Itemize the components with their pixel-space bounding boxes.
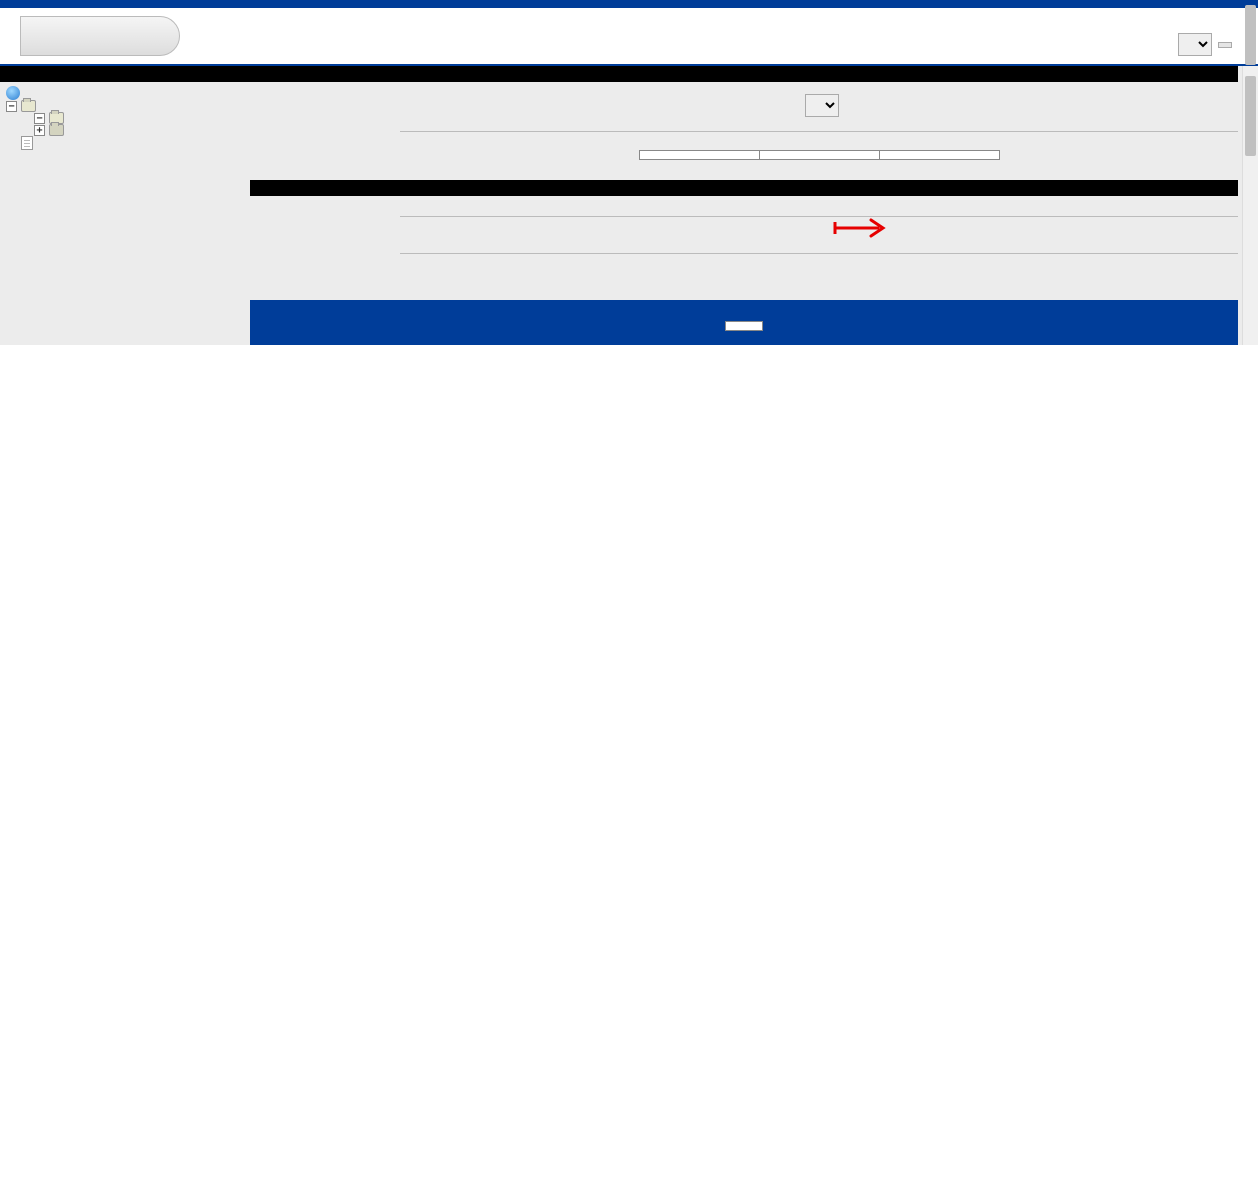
- folder-icon: [49, 124, 64, 136]
- logo: [20, 16, 180, 56]
- scroll-thumb[interactable]: [1245, 5, 1256, 65]
- col-index: [639, 151, 759, 160]
- doc-icon: [21, 136, 33, 150]
- col-mask: [879, 151, 999, 160]
- sidebar-title: [0, 66, 250, 82]
- collapse-icon[interactable]: −: [6, 101, 17, 112]
- ip-table: [639, 150, 1000, 160]
- tree-utilities[interactable]: −: [6, 112, 250, 124]
- divider: [400, 216, 1238, 217]
- divider: [400, 131, 1238, 132]
- top-bar: [0, 0, 1258, 8]
- scrollbar[interactable]: [1242, 66, 1258, 345]
- language-select[interactable]: [1178, 33, 1212, 56]
- apply-button[interactable]: [725, 321, 763, 331]
- tree-maintenance[interactable]: −: [6, 100, 250, 112]
- tree-logs[interactable]: +: [6, 124, 250, 136]
- content-area: [250, 66, 1258, 345]
- apply-bar: [250, 300, 1238, 345]
- nav-tree: − − +: [0, 82, 250, 170]
- tree-device[interactable]: [6, 86, 250, 100]
- globe-icon: [6, 86, 20, 100]
- acl-status-select[interactable]: [805, 94, 839, 117]
- header: [0, 8, 1258, 66]
- sidebar: − − +: [0, 66, 250, 345]
- col-ip: [759, 151, 879, 160]
- logout-button[interactable]: [1218, 42, 1232, 48]
- acl-section-header: [250, 66, 1238, 82]
- acl-subtitle: [250, 94, 400, 180]
- expand-icon[interactable]: +: [34, 125, 45, 136]
- folder-open-icon: [21, 100, 36, 112]
- divider: [400, 253, 1238, 254]
- tree-save-reboot[interactable]: [6, 136, 250, 150]
- scl-section-header: [250, 180, 1238, 196]
- scroll-thumb[interactable]: [1245, 76, 1256, 156]
- collapse-icon[interactable]: −: [34, 113, 45, 124]
